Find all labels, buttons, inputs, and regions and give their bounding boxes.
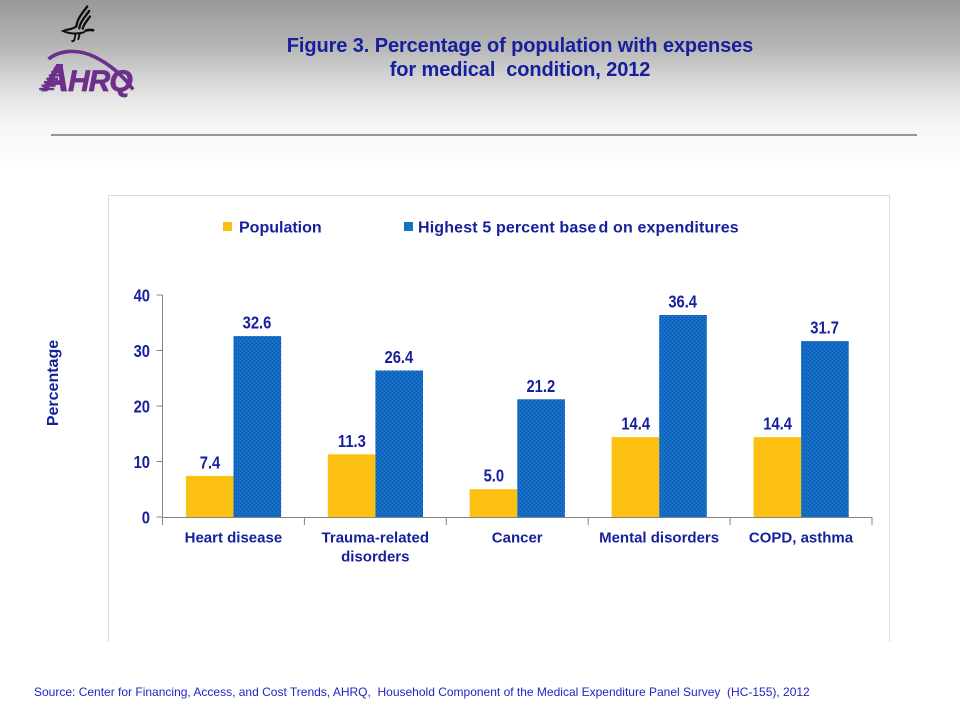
svg-text:COPD, asthma: COPD, asthma (749, 530, 854, 547)
svg-text:Heart disease: Heart disease (185, 530, 283, 547)
svg-text:disorders: disorders (341, 549, 409, 566)
svg-text:Trauma-related: Trauma-related (322, 530, 430, 547)
svg-text:30: 30 (134, 342, 150, 362)
svg-text:0: 0 (142, 508, 150, 528)
svg-text:32.6: 32.6 (243, 313, 272, 333)
svg-text:A: A (42, 58, 68, 99)
svg-text:21.2: 21.2 (526, 376, 555, 396)
svg-text:36.4: 36.4 (668, 292, 697, 312)
svg-text:14.4: 14.4 (621, 414, 650, 434)
svg-text:11.3: 11.3 (338, 431, 366, 451)
svg-text:26.4: 26.4 (385, 348, 414, 368)
svg-text:40: 40 (134, 286, 150, 306)
svg-text:HRQ: HRQ (68, 65, 132, 98)
svg-text:7.4: 7.4 (200, 453, 221, 473)
svg-text:31.7: 31.7 (810, 318, 839, 338)
svg-text:Mental disorders: Mental disorders (599, 530, 719, 547)
svg-text:20: 20 (134, 397, 150, 417)
svg-text:Cancer: Cancer (492, 530, 543, 547)
svg-text:5.0: 5.0 (484, 466, 504, 486)
svg-text:10: 10 (134, 453, 150, 473)
svg-text:Population: Population (239, 220, 322, 237)
svg-text:14.4: 14.4 (763, 414, 792, 434)
